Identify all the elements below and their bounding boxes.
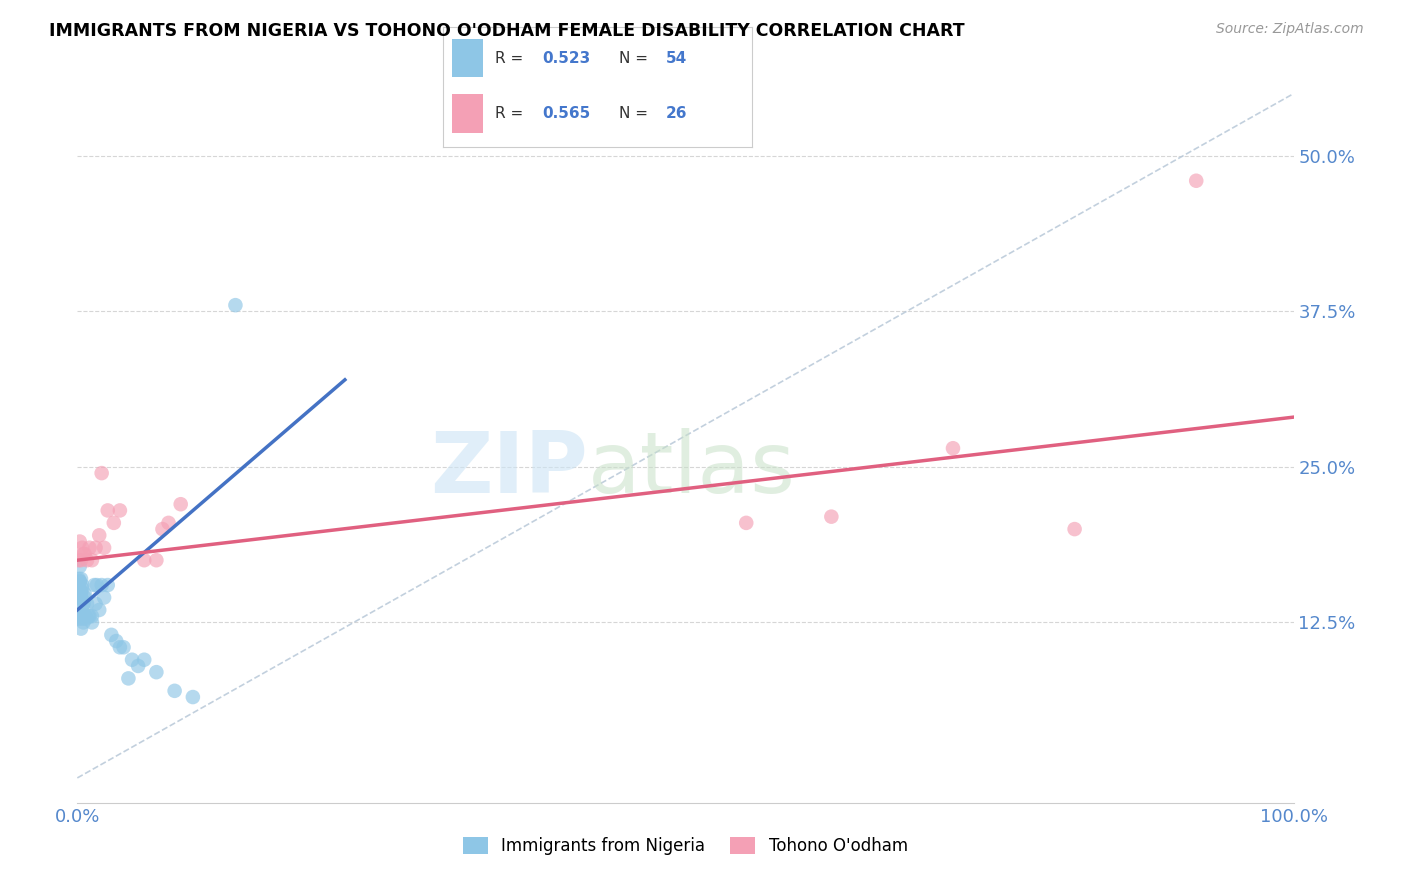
Point: [820, 509, 842, 524]
Point: [181, 690, 204, 704]
Point: [70, 578, 93, 592]
Point: [70, 609, 93, 624]
FancyBboxPatch shape: [453, 95, 484, 133]
Point: [97, 503, 120, 517]
Point: [93, 541, 115, 555]
Point: [93, 591, 115, 605]
Point: [134, 653, 156, 667]
Point: [134, 553, 156, 567]
Point: [157, 516, 180, 530]
Point: [73, 587, 96, 601]
Text: 26: 26: [665, 106, 688, 121]
Point: [70, 541, 93, 555]
Point: [224, 298, 246, 312]
Text: 0.565: 0.565: [541, 106, 591, 121]
Point: [67, 572, 90, 586]
Point: [72, 615, 94, 630]
Text: R =: R =: [495, 106, 529, 121]
Point: [70, 612, 93, 626]
Point: [163, 683, 186, 698]
Point: [70, 593, 93, 607]
Point: [1063, 522, 1085, 536]
Text: N =: N =: [619, 51, 652, 66]
Point: [73, 609, 96, 624]
Text: Source: ZipAtlas.com: Source: ZipAtlas.com: [1216, 22, 1364, 37]
Point: [942, 442, 965, 455]
Point: [105, 634, 128, 648]
Point: [70, 584, 93, 599]
Text: R =: R =: [495, 51, 529, 66]
Point: [72, 547, 94, 561]
Point: [83, 578, 105, 592]
Point: [108, 640, 131, 655]
Text: atlas: atlas: [588, 428, 796, 511]
Point: [76, 553, 98, 567]
Point: [69, 609, 91, 624]
Point: [73, 591, 96, 605]
Point: [84, 541, 107, 555]
Point: [79, 541, 101, 555]
Point: [69, 584, 91, 599]
Point: [97, 578, 120, 592]
Point: [70, 582, 93, 596]
Point: [735, 516, 758, 530]
Point: [84, 597, 107, 611]
Point: [108, 503, 131, 517]
Point: [75, 609, 97, 624]
Text: ZIP: ZIP: [430, 428, 588, 511]
FancyBboxPatch shape: [453, 38, 484, 78]
Point: [72, 597, 94, 611]
Point: [70, 572, 93, 586]
Point: [69, 559, 91, 574]
Point: [70, 591, 93, 605]
Text: N =: N =: [619, 106, 652, 121]
Point: [1185, 174, 1208, 188]
Text: 54: 54: [665, 51, 688, 66]
Point: [69, 582, 91, 596]
Point: [117, 672, 139, 686]
Point: [67, 553, 90, 567]
Point: [70, 609, 93, 624]
Point: [67, 612, 90, 626]
Point: [67, 591, 90, 605]
Point: [69, 574, 91, 589]
Point: [90, 466, 112, 480]
Point: [72, 597, 94, 611]
Point: [89, 603, 111, 617]
Text: 0.523: 0.523: [541, 51, 591, 66]
Point: [77, 609, 100, 624]
Point: [121, 653, 143, 667]
Point: [67, 578, 90, 592]
Point: [90, 578, 112, 592]
Point: [75, 612, 97, 626]
Point: [127, 659, 149, 673]
Point: [80, 609, 103, 624]
Point: [89, 528, 111, 542]
Point: [69, 574, 91, 589]
Point: [112, 640, 135, 655]
Point: [80, 553, 103, 567]
Point: [103, 516, 125, 530]
Point: [69, 534, 91, 549]
Point: [70, 622, 93, 636]
Point: [70, 587, 93, 601]
Point: [145, 665, 167, 680]
Legend: Immigrants from Nigeria, Tohono O'odham: Immigrants from Nigeria, Tohono O'odham: [457, 830, 914, 862]
Point: [79, 609, 101, 624]
Point: [145, 553, 167, 567]
Point: [73, 547, 96, 561]
Point: [72, 609, 94, 624]
Point: [70, 553, 93, 567]
Point: [80, 615, 103, 630]
Text: IMMIGRANTS FROM NIGERIA VS TOHONO O'ODHAM FEMALE DISABILITY CORRELATION CHART: IMMIGRANTS FROM NIGERIA VS TOHONO O'ODHA…: [49, 22, 965, 40]
Point: [100, 628, 122, 642]
Point: [152, 522, 174, 536]
Point: [76, 597, 98, 611]
Point: [170, 497, 193, 511]
Point: [86, 578, 108, 592]
